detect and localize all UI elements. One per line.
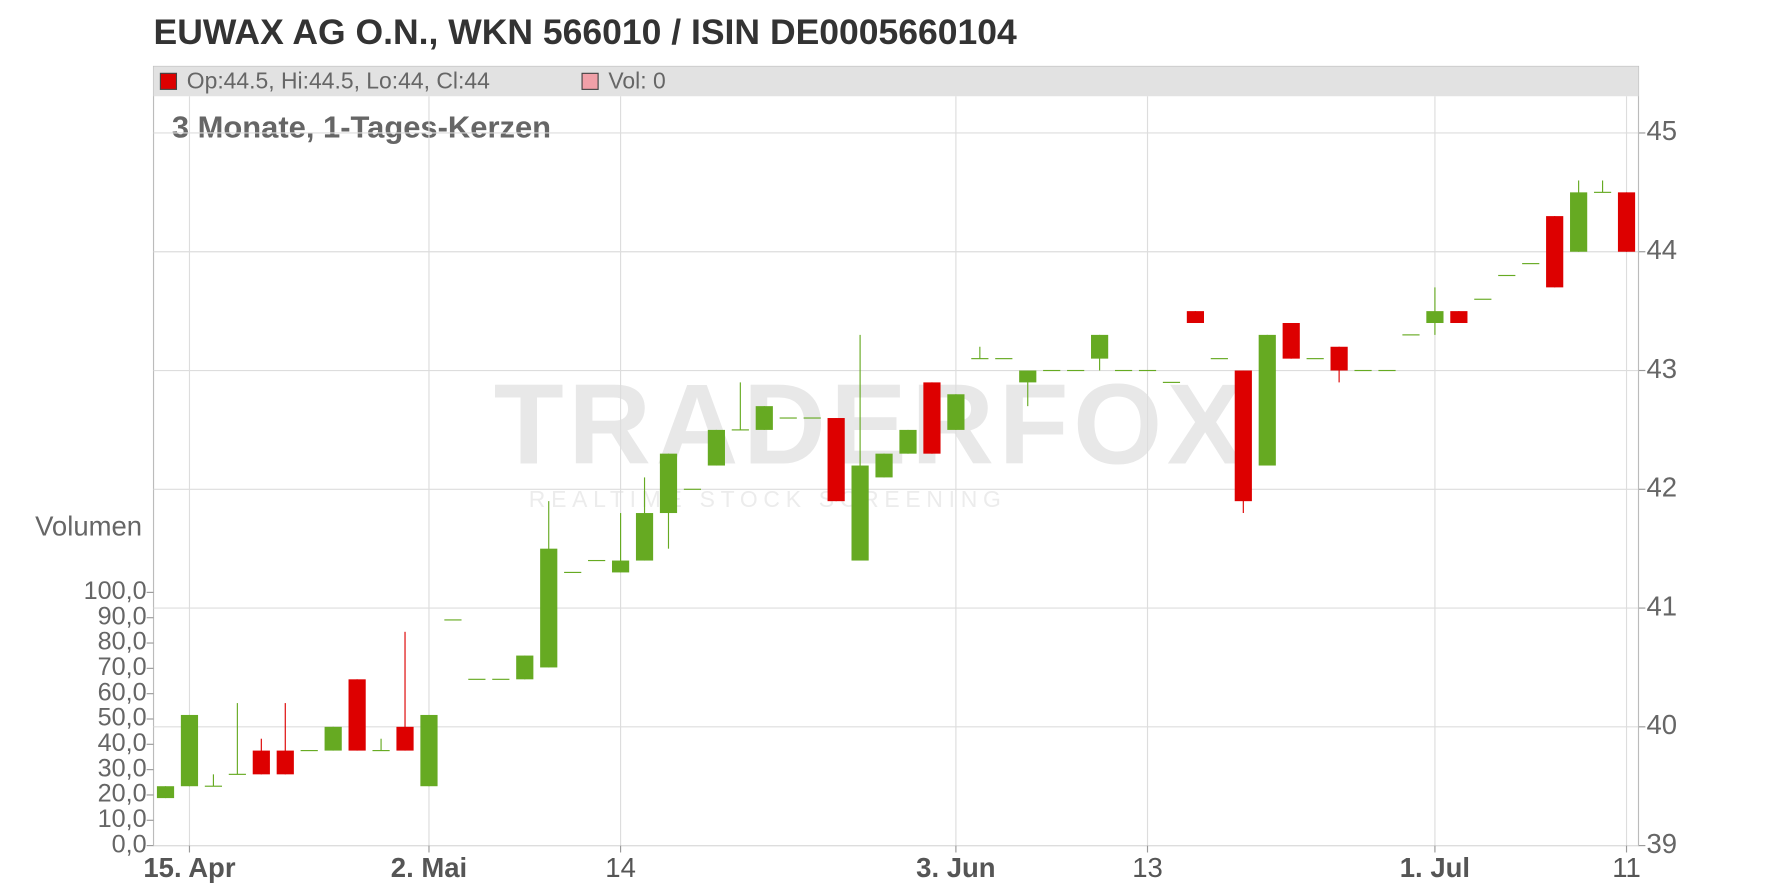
candle-body [252, 750, 270, 775]
candle-body [156, 786, 175, 799]
subtitle: 3 Monate, 1-Tages-Kerzen [172, 110, 551, 145]
candle-body [228, 773, 246, 775]
y-tick-label: 41 [1647, 590, 1678, 621]
candle-body [995, 358, 1013, 360]
y2-tick-label: 30,0 [98, 754, 147, 782]
candle-body [947, 394, 965, 430]
candle-body [348, 679, 366, 751]
candle-body [1186, 311, 1205, 324]
y2-tick-label: 10,0 [98, 805, 147, 833]
candle-body [659, 453, 678, 514]
y2-tick-label: 40,0 [98, 729, 147, 757]
x-tick-label: 2. Mai [391, 852, 467, 883]
candle-body [1114, 369, 1133, 372]
x-tick-label: 13 [1132, 852, 1163, 883]
watermark-tagline: REALTIME STOCK SCREENING [529, 486, 1007, 512]
candle-body [1593, 191, 1612, 193]
candle-body [923, 382, 941, 454]
candle-body [635, 513, 654, 561]
candle-body [899, 429, 917, 454]
candle-body [1306, 358, 1324, 360]
candle-body [492, 678, 510, 680]
chart-title: EUWAX AG O.N., WKN 566010 / ISIN DE00056… [154, 12, 1018, 52]
y-tick-label: 39 [1647, 828, 1678, 859]
candle-body [875, 453, 893, 478]
legend-bar [153, 66, 1639, 97]
candle-body [1019, 370, 1037, 383]
x-tick-label: 1. Jul [1400, 852, 1470, 883]
candle-body [851, 465, 869, 561]
candle-body [1378, 369, 1396, 372]
candle-body [1067, 369, 1085, 372]
legend-swatch [159, 72, 178, 90]
legend-text: Op:44.5, Hi:44.5, Lo:44, Cl:44 [187, 68, 490, 94]
y-tick-label: 40 [1647, 709, 1678, 740]
y-tick-label: 44 [1647, 234, 1678, 265]
candle-body [276, 750, 294, 775]
candle-body [564, 571, 582, 574]
candle-body [540, 548, 558, 668]
candle-body [707, 429, 725, 466]
plot-area [152, 65, 1640, 847]
candle-body [755, 406, 773, 430]
x-tick-label: 14 [605, 852, 636, 883]
candle-body [1210, 358, 1228, 360]
candle-body [324, 726, 342, 751]
y2-tick-label: 70,0 [98, 653, 147, 681]
candle-body [1450, 311, 1468, 324]
candle-body [1234, 370, 1252, 502]
y2-tick-label: 50,0 [98, 704, 147, 732]
y-tick-label: 42 [1647, 472, 1678, 503]
candle-body [516, 655, 534, 680]
y-tick-label: 45 [1647, 115, 1678, 146]
candle-body [803, 417, 821, 419]
y-tick-label: 43 [1647, 353, 1678, 384]
candle-body [1546, 216, 1564, 288]
candle-body [1091, 334, 1109, 359]
y2-tick-label: 20,0 [98, 780, 147, 808]
candle-body [1043, 369, 1061, 372]
candle-body [1402, 334, 1420, 336]
candle-body [1330, 346, 1348, 371]
watermark: TRADERFOX [494, 360, 1248, 488]
candle-body [1138, 369, 1157, 372]
candle-body [468, 678, 486, 680]
candle-body [444, 619, 462, 621]
candle-body [1522, 263, 1540, 265]
legend-text: Vol: 0 [608, 68, 665, 94]
candle-body [1282, 323, 1300, 359]
y2-tick-label: 90,0 [98, 602, 147, 630]
candle-body [1498, 274, 1516, 277]
y2-tick-label: 80,0 [98, 628, 147, 656]
candle-body [1162, 381, 1181, 383]
candle-body [300, 750, 318, 752]
candle-body [971, 358, 989, 360]
x-tick-label: 11 [1612, 852, 1641, 883]
candle-body [779, 417, 797, 419]
candle-body [827, 418, 845, 502]
legend-swatch [581, 72, 599, 90]
candle-body [1617, 192, 1636, 252]
x-tick-label: 15. Apr [143, 852, 235, 883]
candle-body [731, 429, 749, 431]
candle-body [1474, 298, 1492, 300]
candle-body [180, 714, 199, 787]
candle-body [1258, 334, 1276, 466]
candle-body [683, 488, 702, 490]
candle-body [204, 785, 223, 787]
y2-axis-label: Volumen [35, 510, 142, 541]
candle-body [611, 560, 630, 573]
y2-tick-label: 60,0 [98, 678, 147, 706]
candle-body [420, 714, 438, 787]
candle-body [1354, 369, 1372, 372]
candle-body [1426, 311, 1444, 324]
x-tick-label: 3. Jun [916, 852, 995, 883]
candle-body [396, 726, 414, 751]
y2-tick-label: 100,0 [84, 577, 147, 605]
candle-body [1570, 192, 1588, 252]
candle-body [372, 750, 390, 752]
y2-tick-label: 0,0 [112, 830, 147, 858]
candle-body [588, 559, 606, 562]
